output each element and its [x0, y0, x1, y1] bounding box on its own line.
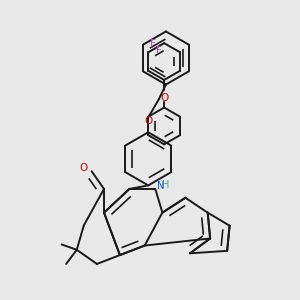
Text: H: H: [162, 180, 169, 190]
Text: F: F: [150, 39, 156, 49]
Text: F: F: [156, 46, 162, 56]
Text: O: O: [160, 93, 168, 103]
Text: O: O: [145, 116, 153, 126]
Text: O: O: [80, 163, 88, 173]
Text: N: N: [157, 181, 164, 191]
